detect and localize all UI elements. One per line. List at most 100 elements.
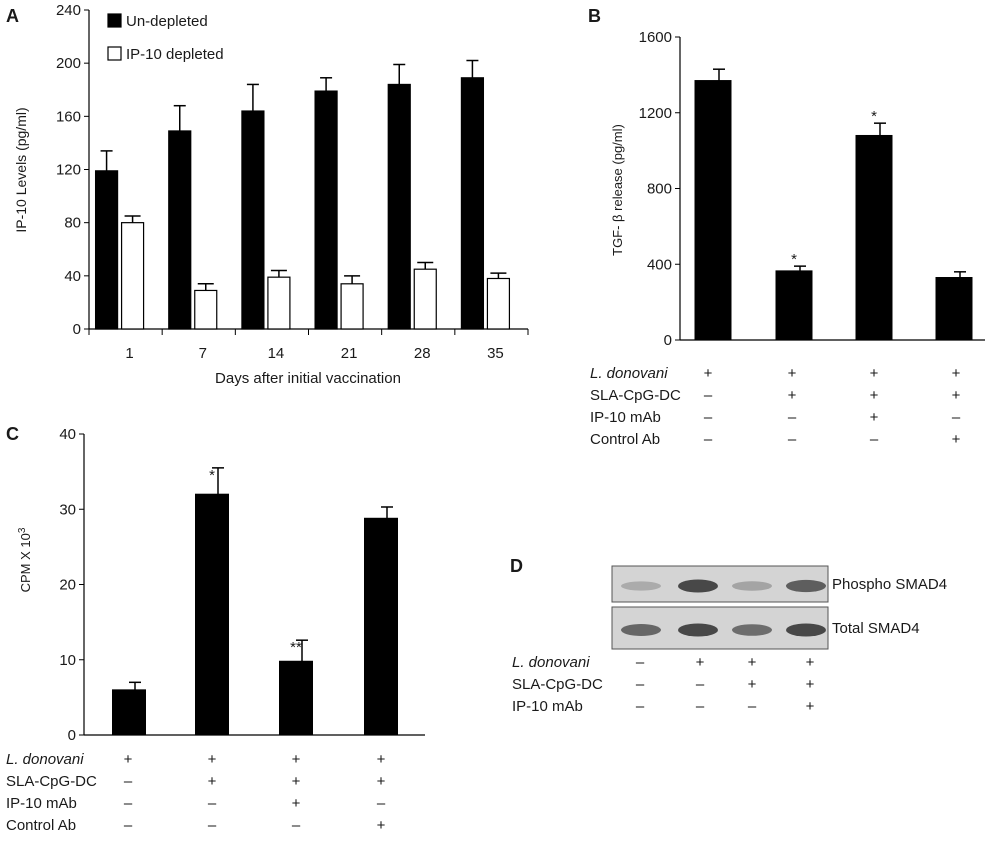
- panel-c-y-axis-title-superscript: 3: [17, 527, 28, 533]
- bar-tgf-beta: [935, 277, 973, 341]
- bar-undepleted: [460, 77, 485, 330]
- panel-c-y-axis-title: CPM X 103: [17, 527, 33, 592]
- significance-marker: *: [209, 467, 215, 484]
- panel-c-treatment-mark: +: [377, 751, 386, 768]
- bar-cpm: [195, 493, 229, 736]
- panel-b-treatment-label: SLA-CpG-DC: [590, 387, 681, 404]
- bar-cpm: [279, 660, 313, 736]
- panel-c-letter: C: [6, 424, 19, 444]
- panel-c-y-tick-label: 10: [59, 652, 76, 669]
- panel-c-treatment-label: Control Ab: [6, 817, 76, 834]
- significance-marker: **: [290, 639, 302, 656]
- bar-tgf-beta: [694, 80, 732, 341]
- panel-a-y-tick-label: 80: [64, 215, 81, 232]
- significance-marker: *: [871, 108, 877, 125]
- panel-c-treatment-label: IP-10 mAb: [6, 795, 77, 812]
- panel-a-y-tick-label: 200: [56, 55, 81, 72]
- panel-b-treatment-mark: –: [704, 431, 713, 448]
- panel-a-y-tick-label: 160: [56, 108, 81, 125]
- panel-b-chart: 0 400 800 1200 1600 * * TGF- β release (pg/ml) L…: [590, 29, 985, 448]
- blot-band: [621, 624, 661, 636]
- panel-d-treatment-label: SLA-CpG-DC: [512, 676, 603, 693]
- panel-a-category-label: 14: [268, 345, 285, 362]
- panel-a-category-label: 1: [125, 345, 133, 362]
- bar-ip10-depleted: [413, 268, 437, 330]
- bar-undepleted: [168, 130, 192, 330]
- panel-d-treatment-mark: +: [696, 654, 705, 671]
- panel-c-treatment-label: L. donovani: [6, 751, 84, 768]
- panel-c-treatment-mark: +: [292, 795, 301, 812]
- panel-b-treatment-label: L. donovani: [590, 365, 668, 382]
- blot-band: [621, 581, 661, 591]
- panel-b-treatment-mark: +: [870, 365, 879, 382]
- panel-b-treatment-mark: –: [952, 409, 961, 426]
- bar-undepleted: [387, 83, 411, 330]
- bar-cpm: [364, 517, 398, 736]
- panel-c-treatment-mark: –: [124, 795, 133, 812]
- panel-c-treatment-mark: +: [292, 773, 301, 790]
- panel-b-treatment-mark: –: [788, 431, 797, 448]
- bar-cpm: [112, 689, 146, 736]
- panel-c-treatment-mark: +: [377, 773, 386, 790]
- panel-c-treatment-mark: –: [377, 795, 386, 812]
- panel-b-treatment-mark: +: [952, 431, 961, 448]
- legend-label: Un-depleted: [126, 13, 208, 30]
- panel-d-treatment-mark: –: [748, 698, 757, 715]
- panel-b-treatment-mark: +: [870, 387, 879, 404]
- panel-a-letter: A: [6, 6, 19, 26]
- blot-band-label: Phospho SMAD4: [832, 576, 947, 593]
- panel-c-treatment-mark: –: [208, 795, 217, 812]
- panel-c-treatment-mark: +: [292, 751, 301, 768]
- panel-d-treatment-label: IP-10 mAb: [512, 698, 583, 715]
- blot-band: [786, 623, 826, 637]
- bar-undepleted: [94, 170, 119, 330]
- panel-d-treatment-mark: +: [806, 654, 815, 671]
- blot-band-label: Total SMAD4: [832, 620, 920, 637]
- panel-a-category-label: 7: [199, 345, 207, 362]
- bar-ip10-depleted: [486, 277, 511, 330]
- panel-b-treatment-mark: –: [788, 409, 797, 426]
- blot-band: [732, 581, 772, 591]
- panel-c-y-axis-title-main: CPM X 10: [18, 533, 33, 592]
- panel-d-blot: Phospho SMAD4 Total SMAD4 L. donovani – + + + S…: [512, 565, 947, 715]
- bar-undepleted: [241, 110, 265, 330]
- panel-b-treatment-mark: –: [704, 409, 713, 426]
- panel-c-treatment-mark: –: [208, 817, 217, 834]
- bar-tgf-beta: [855, 134, 893, 341]
- blot-band: [678, 579, 718, 593]
- panel-c-treatment-mark: +: [377, 817, 386, 834]
- panel-c-y-tick-label: 30: [59, 501, 76, 518]
- blot-band: [786, 579, 826, 593]
- panel-a-y-tick-label: 240: [56, 2, 81, 19]
- panel-d-treatment-mark: +: [748, 654, 757, 671]
- blot-band: [678, 623, 718, 637]
- panel-b-letter: B: [588, 6, 601, 26]
- panel-b-y-tick-label: 400: [647, 256, 672, 273]
- panel-b-treatment-mark: –: [870, 431, 879, 448]
- panel-c-y-tick-label: 0: [68, 727, 76, 744]
- panel-a-chart: 0 40 80 120 160 200 240 1 7 14 21 28 35 Days after in…: [13, 2, 529, 387]
- panel-b-treatment-label: Control Ab: [590, 431, 660, 448]
- bar-undepleted: [314, 90, 338, 330]
- panel-b-treatment-mark: +: [952, 387, 961, 404]
- panel-a-x-axis-title: Days after initial vaccination: [215, 370, 401, 387]
- panel-d-treatment-mark: –: [696, 698, 705, 715]
- panel-c-y-tick-label: 40: [59, 426, 76, 443]
- panel-b-treatment-mark: +: [788, 387, 797, 404]
- bar-ip10-depleted: [194, 289, 218, 330]
- panel-b-y-tick-label: 1600: [639, 29, 672, 46]
- panel-d-treatment-label: L. donovani: [512, 654, 590, 671]
- panel-c-treatment-mark: –: [124, 817, 133, 834]
- panel-c-y-tick-label: 20: [59, 577, 76, 594]
- legend-swatch-ip10-depleted: [107, 46, 122, 61]
- panel-d-letter: D: [510, 556, 523, 576]
- panel-d-treatment-mark: –: [636, 654, 645, 671]
- blot-band: [732, 624, 772, 636]
- panel-d-treatment-mark: +: [748, 676, 757, 693]
- panel-c-treatment-mark: +: [208, 773, 217, 790]
- panel-a-y-tick-label: 40: [64, 268, 81, 285]
- panel-b-treatment-mark: +: [870, 409, 879, 426]
- panel-d-treatment-mark: +: [806, 676, 815, 693]
